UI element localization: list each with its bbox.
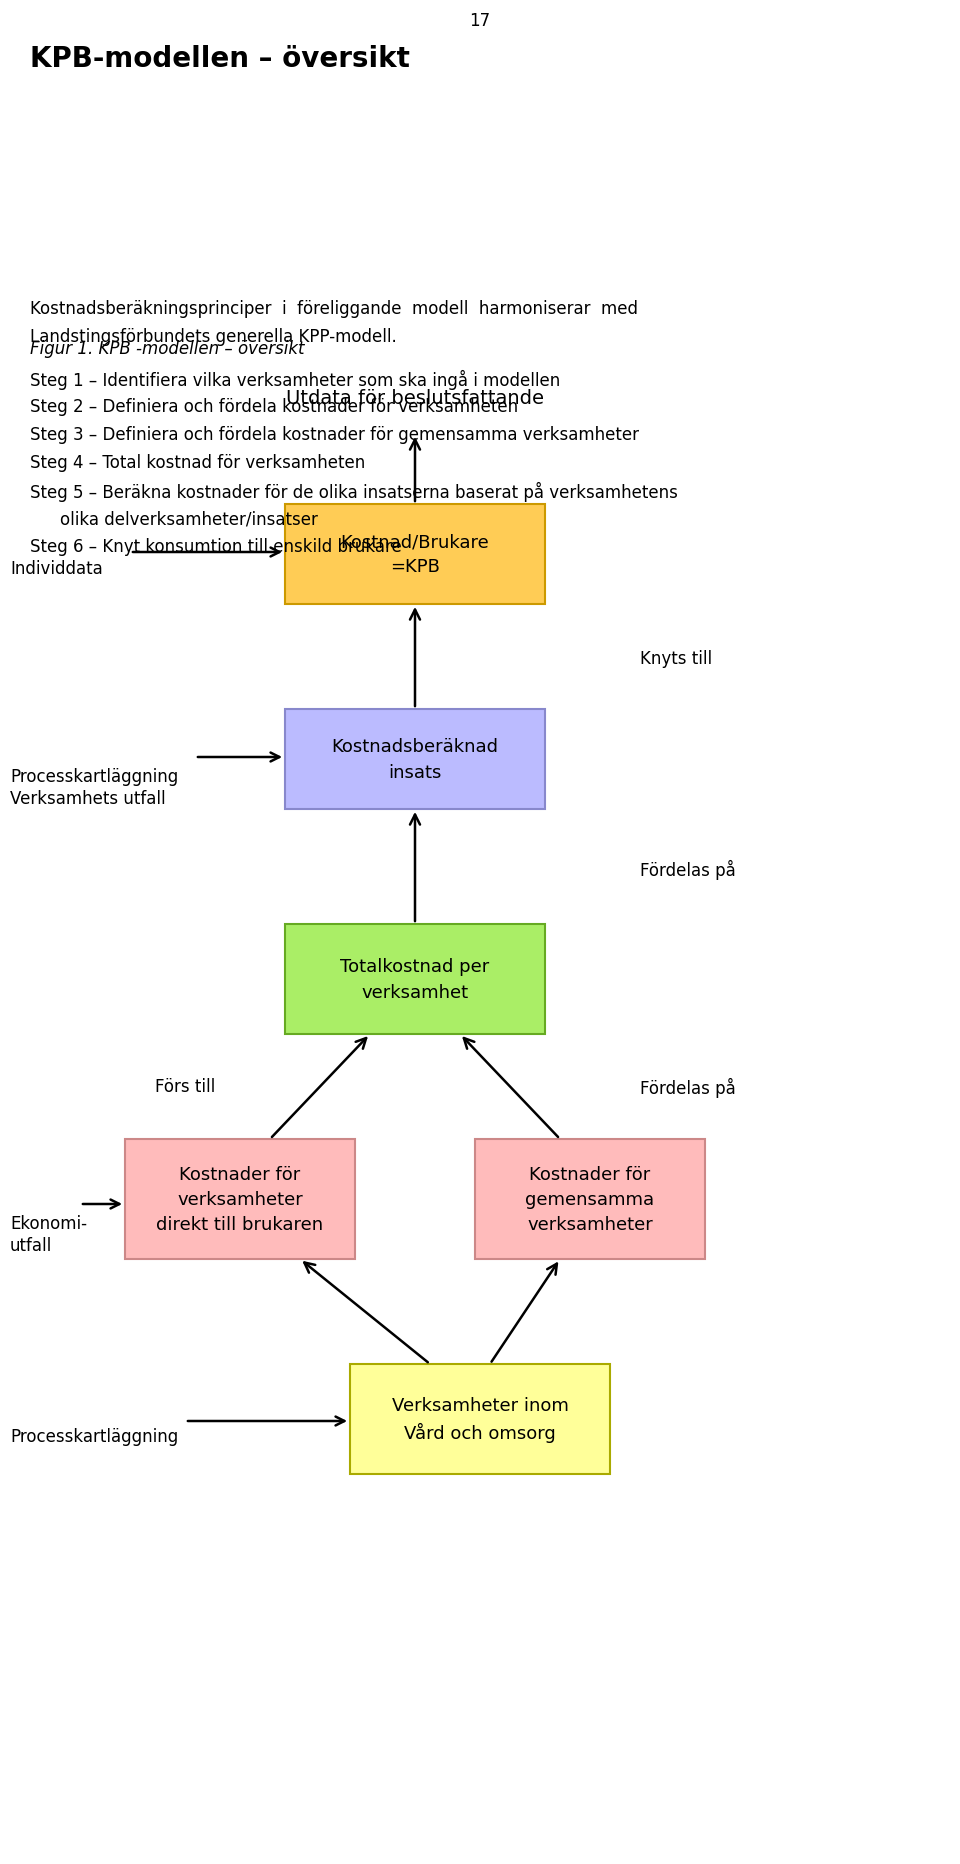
- Text: olika delverksamheter/insatser: olika delverksamheter/insatser: [60, 509, 318, 528]
- Text: Knyts till: Knyts till: [640, 651, 712, 667]
- FancyBboxPatch shape: [350, 1364, 610, 1474]
- Text: Förs till: Förs till: [155, 1077, 215, 1096]
- Text: Steg 4 – Total kostnad för verksamheten: Steg 4 – Total kostnad för verksamheten: [30, 453, 365, 472]
- Text: Kostnadsberäknad
insats: Kostnadsberäknad insats: [331, 738, 498, 781]
- Text: Kostnadsberäkningsprinciper  i  föreliggande  modell  harmoniserar  med: Kostnadsberäkningsprinciper i föreliggan…: [30, 300, 638, 319]
- Text: Steg 5 – Beräkna kostnader för de olika insatserna baserat på verksamhetens: Steg 5 – Beräkna kostnader för de olika …: [30, 481, 678, 501]
- Text: Landstingsförbundets generella KPP-modell.: Landstingsförbundets generella KPP-model…: [30, 328, 396, 347]
- Text: Kostnader för
verksamheter
direkt till brukaren: Kostnader för verksamheter direkt till b…: [156, 1165, 324, 1234]
- FancyBboxPatch shape: [285, 710, 545, 809]
- FancyBboxPatch shape: [285, 505, 545, 604]
- Text: Ekonomi-
utfall: Ekonomi- utfall: [10, 1213, 87, 1254]
- Text: Utdata för beslutsfattande: Utdata för beslutsfattande: [286, 388, 544, 406]
- Text: Steg 3 – Definiera och fördela kostnader för gemensamma verksamheter: Steg 3 – Definiera och fördela kostnader…: [30, 425, 639, 444]
- FancyBboxPatch shape: [125, 1139, 355, 1260]
- Text: Totalkostnad per
verksamhet: Totalkostnad per verksamhet: [341, 958, 490, 1001]
- Text: Steg 1 – Identifiera vilka verksamheter som ska ingå i modellen: Steg 1 – Identifiera vilka verksamheter …: [30, 369, 561, 390]
- Text: Fördelas på: Fördelas på: [640, 1077, 735, 1098]
- Text: Individdata: Individdata: [10, 559, 103, 578]
- Text: Fördelas på: Fördelas på: [640, 859, 735, 880]
- Text: 17: 17: [469, 11, 491, 30]
- Text: Processkartläggning
Verksamhets utfall: Processkartläggning Verksamhets utfall: [10, 768, 179, 807]
- Text: Figur 1. KPB -modellen – översikt: Figur 1. KPB -modellen – översikt: [30, 339, 304, 358]
- Text: Kostnad/Brukare
=KPB: Kostnad/Brukare =KPB: [341, 533, 490, 576]
- Text: Processkartläggning: Processkartläggning: [10, 1428, 179, 1445]
- Text: Verksamheter inom
Vård och omsorg: Verksamheter inom Vård och omsorg: [392, 1396, 568, 1443]
- Text: Kostnader för
gemensamma
verksamheter: Kostnader för gemensamma verksamheter: [525, 1165, 655, 1234]
- Text: Steg 6 – Knyt konsumtion till enskild brukare: Steg 6 – Knyt konsumtion till enskild br…: [30, 537, 401, 555]
- Text: Steg 2 – Definiera och fördela kostnader för verksamheten: Steg 2 – Definiera och fördela kostnader…: [30, 397, 518, 416]
- Text: KPB-modellen – översikt: KPB-modellen – översikt: [30, 45, 410, 73]
- FancyBboxPatch shape: [285, 925, 545, 1035]
- FancyBboxPatch shape: [475, 1139, 705, 1260]
